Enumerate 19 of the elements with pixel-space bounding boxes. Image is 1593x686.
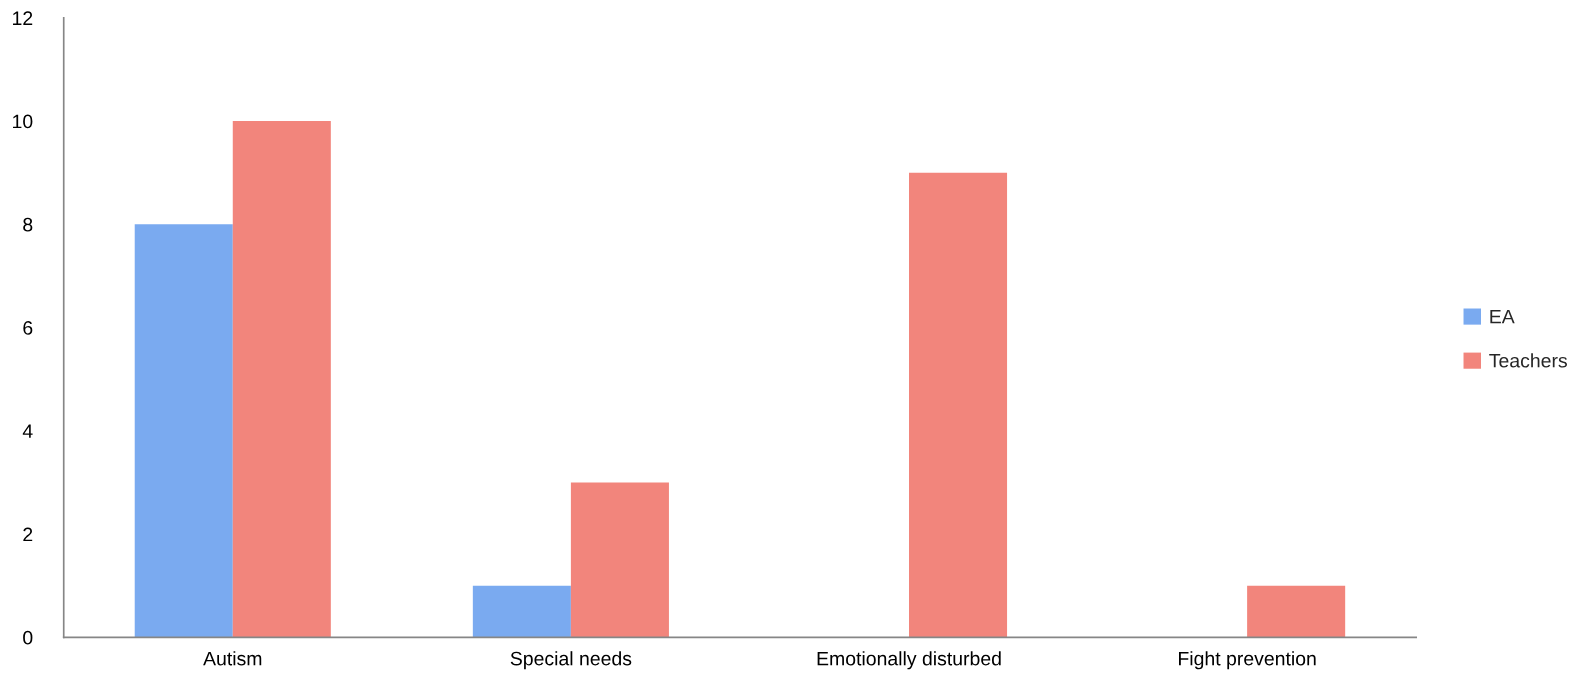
x-tick-label: Fight prevention (1179, 651, 1316, 670)
bar (472, 585, 571, 638)
y-tick-label: 6 (23, 321, 33, 335)
y-tick-label: 0 (23, 630, 33, 645)
y-tick-label: 8 (23, 217, 33, 232)
bar (909, 172, 1008, 638)
bar (1247, 585, 1346, 638)
legend-label: Teachers (1489, 353, 1567, 368)
x-tick-label: Autism (203, 651, 262, 666)
y-tick-label: 2 (23, 527, 33, 542)
bar (232, 121, 331, 638)
bar (570, 482, 669, 638)
y-tick-label: 10 (13, 114, 33, 129)
y-tick-label: 12 (13, 11, 33, 25)
x-tick-label: Emotionally disturbed (817, 651, 1001, 670)
y-tick-label: 4 (22, 424, 33, 438)
x-tick-label: Special needs (510, 651, 632, 670)
legend-label: EA (1490, 309, 1515, 324)
bar (134, 224, 233, 638)
